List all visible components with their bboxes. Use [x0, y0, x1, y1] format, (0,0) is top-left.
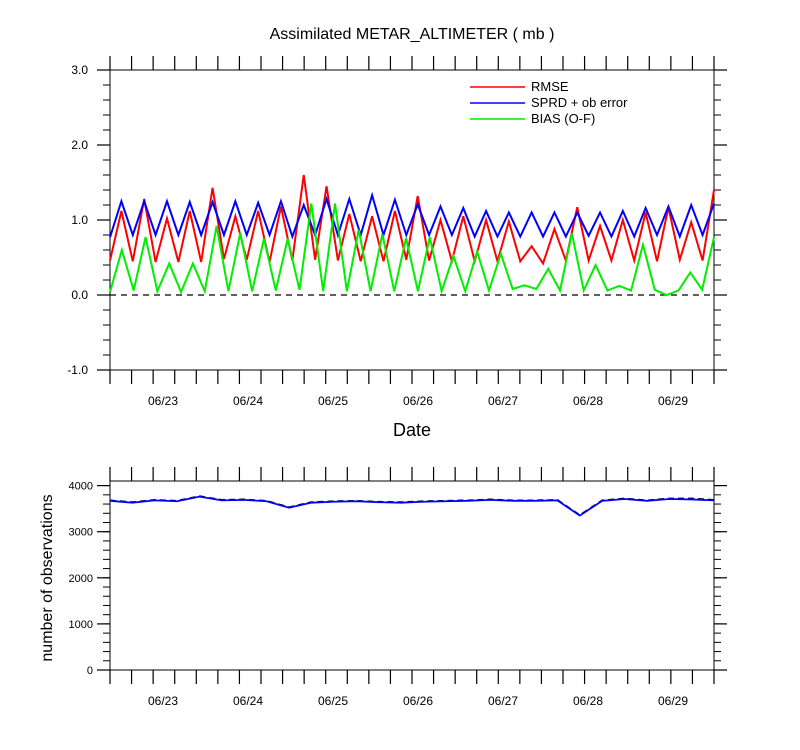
- top-chart-xlabel: Date: [393, 420, 431, 440]
- top-x-tick-label: 06/24: [233, 394, 263, 408]
- bottom-y-tick-label: 3000: [69, 527, 93, 539]
- legend-label-1: SPRD + ob error: [531, 95, 628, 110]
- top-chart-title: Assimilated METAR_ALTIMETER ( mb ): [270, 26, 555, 43]
- legend-label-0: RMSE: [531, 79, 569, 94]
- top-y-tick-label: 1.0: [71, 213, 88, 227]
- bottom-x-tick-label: 06/27: [488, 694, 518, 708]
- top-x-tick-label: 06/25: [318, 394, 348, 408]
- top-x-tick-label: 06/29: [658, 394, 688, 408]
- bottom-chart-panel: 0 1000 2000 3000 4000 06/23 06/24 06/25 06/26 06/…: [69, 467, 727, 708]
- bottom-series-line-1: [109, 495, 715, 517]
- bottom-x-tick-label: 06/24: [233, 694, 263, 708]
- top-y-tick-label: 2.0: [71, 138, 88, 152]
- top-series-line-1: [109, 191, 715, 240]
- top-series-line-2: [109, 203, 715, 297]
- top-x-tick-label: 06/23: [148, 394, 178, 408]
- bottom-x-tick-label: 06/29: [658, 694, 688, 708]
- top-y-tick-label: -1.0: [67, 363, 88, 377]
- bottom-y-tick-label: 4000: [69, 481, 93, 493]
- top-y-tick-label: 0.0: [71, 288, 88, 302]
- bottom-x-tick-label: 06/26: [403, 694, 433, 708]
- bottom-x-tick-label: 06/28: [573, 694, 603, 708]
- top-series-line-0: [109, 174, 715, 266]
- top-chart-panel: -1.0 0.0 1.0 2.0 3.0 06/23 06/24 06/25 06/26 06/2…: [67, 56, 727, 408]
- bottom-plot-frame: [109, 480, 715, 671]
- bottom-x-tick-label: 06/25: [318, 694, 348, 708]
- bottom-x-tick-label: 06/23: [148, 694, 178, 708]
- top-x-tick-label: 06/26: [403, 394, 433, 408]
- bottom-y-tick-label: 2000: [69, 573, 93, 585]
- top-x-tick-label: 06/27: [488, 394, 518, 408]
- legend-label-2: BIAS (O-F): [531, 111, 595, 126]
- bottom-y-tick-label: 0: [87, 665, 93, 677]
- top-y-tick-label: 3.0: [71, 63, 88, 77]
- top-x-tick-label: 06/28: [573, 394, 603, 408]
- bottom-y-tick-label: 1000: [69, 619, 93, 631]
- bottom-chart-ylabel: number of observations: [39, 494, 56, 661]
